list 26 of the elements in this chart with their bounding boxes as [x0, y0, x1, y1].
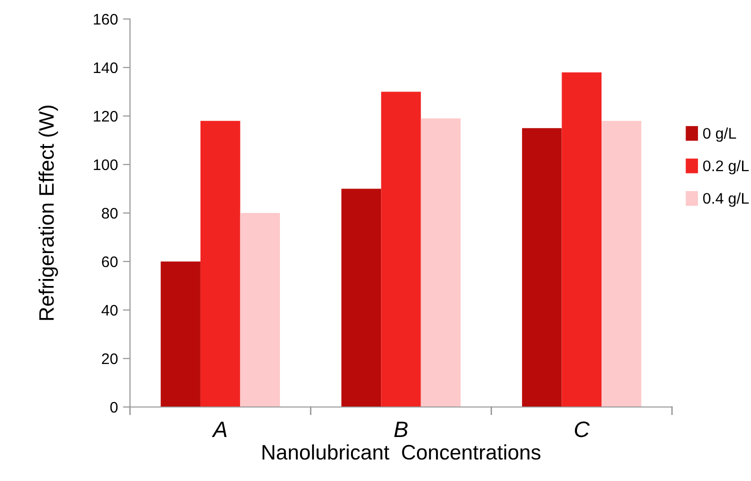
y-tick-label: 120: [94, 110, 118, 122]
bar: [240, 213, 280, 407]
bar: [420, 118, 461, 407]
y-tick-label: 0: [110, 402, 118, 413]
y-tick-label: 100: [94, 159, 118, 170]
legend-label: 0 g/L: [703, 128, 736, 142]
bar: [341, 188, 382, 407]
bar: [200, 120, 240, 407]
y-tick-label: 140: [94, 62, 118, 74]
y-tick-label: 60: [102, 256, 118, 268]
x-tick-label: C: [574, 421, 590, 438]
y-tick-label: 40: [102, 304, 118, 316]
y-axis-title: Refrigeration Effect (W): [38, 106, 58, 320]
x-axis-title: Nanolubricant Concentrations: [262, 444, 540, 460]
bar: [160, 262, 200, 407]
bar: [522, 128, 562, 407]
bar: [602, 120, 642, 407]
bar: [562, 72, 602, 407]
x-tick-label: B: [394, 422, 408, 437]
bar: [381, 92, 421, 407]
y-tick-label: 20: [102, 353, 118, 364]
legend-label: 0.2 g/L: [703, 160, 749, 174]
legend-label: 0.4 g/L: [703, 192, 749, 207]
x-tick-label: A: [212, 422, 227, 437]
y-tick-label: 160: [94, 14, 118, 25]
y-tick-label: 80: [102, 208, 118, 219]
